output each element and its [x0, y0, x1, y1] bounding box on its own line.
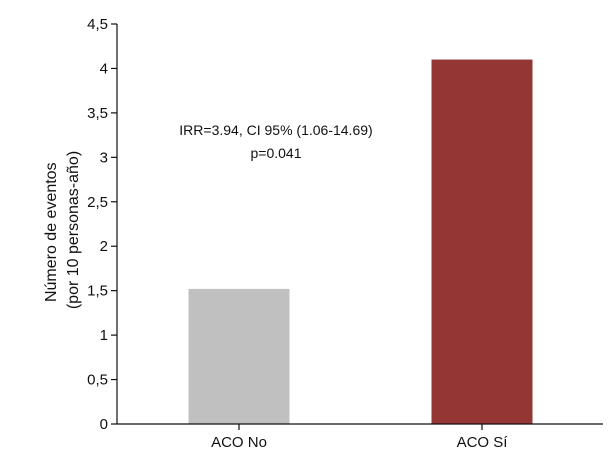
y-tick-label: 4: [100, 60, 108, 77]
bar-1: [188, 288, 290, 424]
y-axis-title-line2: (por 10 personas-año): [65, 151, 82, 309]
annotation-irr: IRR=3.94, CI 95% (1.06-14.69): [179, 122, 372, 138]
y-axis-title-line1: Número de eventos: [43, 162, 60, 302]
annotation-p-value: p=0.041: [251, 145, 302, 161]
y-tick-label: 1,5: [87, 283, 108, 300]
y-tick-label: 0,5: [87, 372, 108, 389]
bars: [188, 59, 533, 425]
y-tick-label: 0: [100, 416, 108, 433]
y-axis-title: Número de eventos (por 10 personas-año): [43, 151, 82, 309]
x-category-label: ACO No: [211, 434, 267, 451]
y-tick-label: 2: [100, 238, 108, 255]
x-axis-labels: ACO No ACO Sí: [211, 424, 508, 451]
y-tick-label: 3: [100, 149, 108, 166]
y-tick-label: 2,5: [87, 194, 108, 211]
x-category-label: ACO Sí: [457, 434, 509, 451]
bar-2: [431, 59, 533, 425]
y-tick-label: 1: [100, 327, 108, 344]
y-axis-ticks: 0 0,5 1 1,5 2 2,5 3 3,5 4 4,5: [87, 16, 117, 433]
y-tick-label: 4,5: [87, 16, 108, 33]
y-tick-label: 3,5: [87, 105, 108, 122]
